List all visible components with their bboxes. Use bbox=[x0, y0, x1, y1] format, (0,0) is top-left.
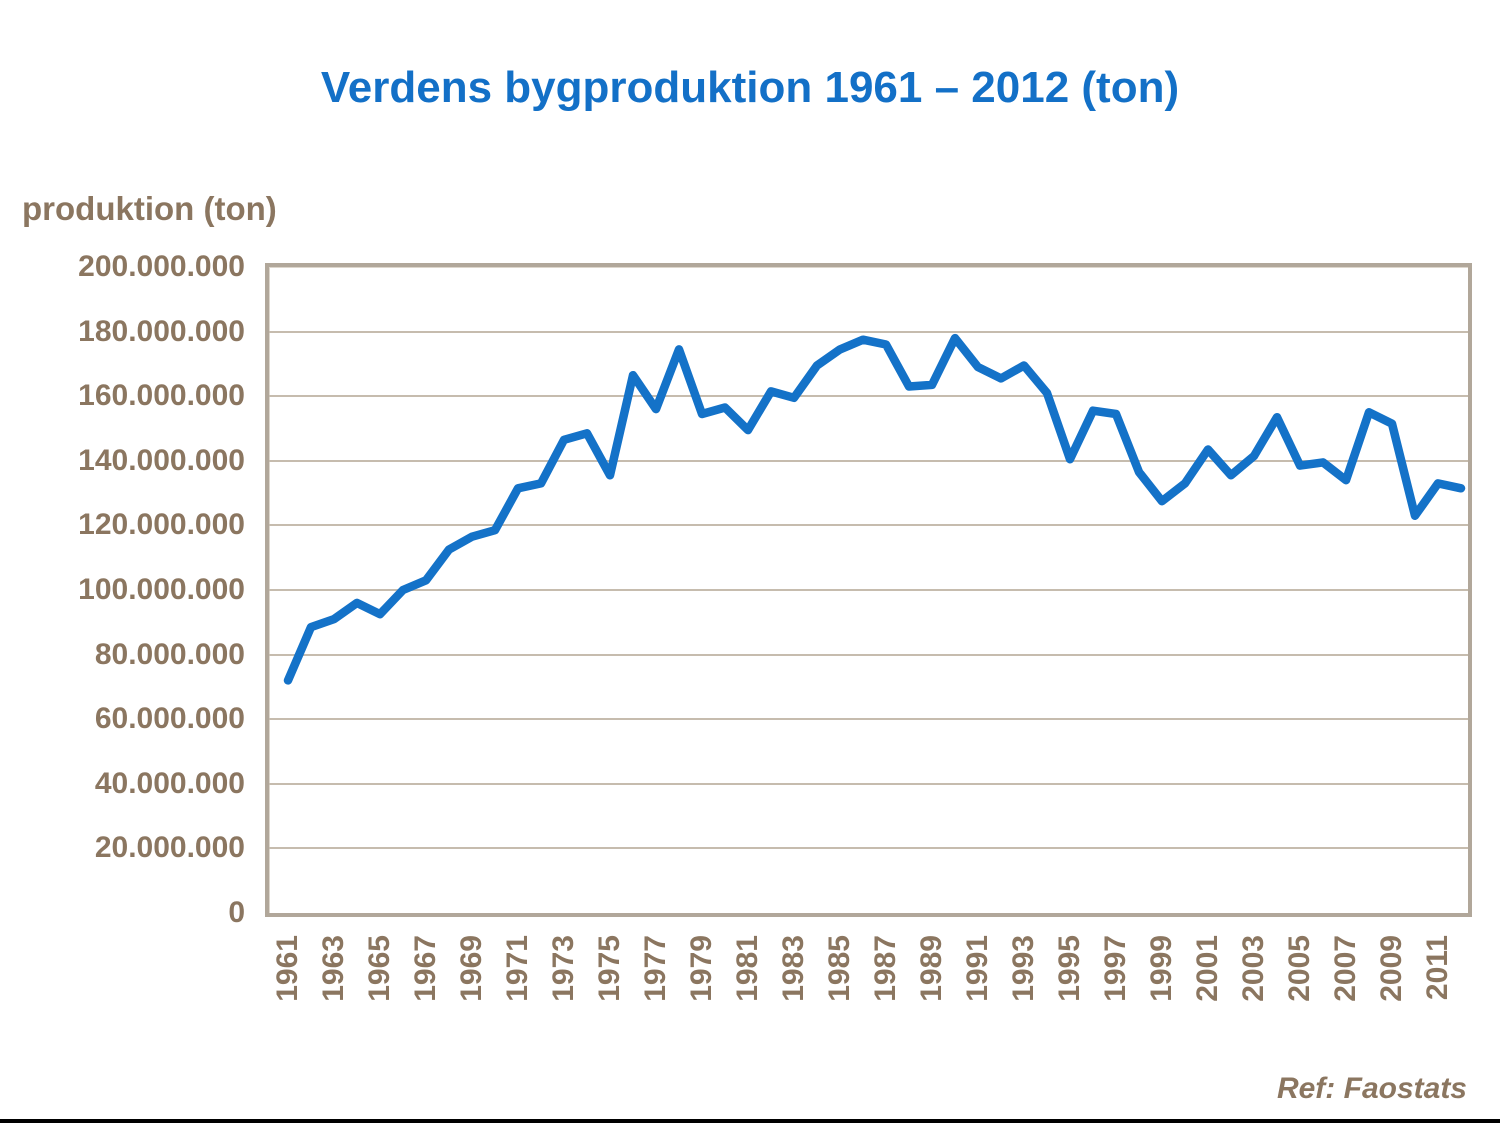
gridline bbox=[269, 395, 1468, 398]
x-tick-label: 1991 bbox=[961, 935, 994, 1002]
x-tick-label: 1961 bbox=[271, 935, 304, 1002]
x-tick-label: 1993 bbox=[1007, 935, 1040, 1002]
plot-area bbox=[265, 263, 1472, 917]
production-line-chart bbox=[283, 333, 1466, 685]
y-tick-label: 120.000.000 bbox=[78, 508, 245, 542]
source-reference: Ref: Faostats bbox=[1276, 1072, 1467, 1105]
gridline bbox=[269, 524, 1468, 527]
bottom-border-line bbox=[0, 1119, 1500, 1123]
y-tick-label: 20.000.000 bbox=[94, 831, 245, 865]
x-tick-label: 1995 bbox=[1053, 935, 1086, 1002]
x-tick-label: 1969 bbox=[455, 935, 488, 1002]
x-tick-label: 2007 bbox=[1329, 935, 1362, 1002]
y-tick-label: 140.000.000 bbox=[78, 443, 245, 477]
x-tick-label: 1999 bbox=[1145, 935, 1178, 1002]
y-tick-label: 80.000.000 bbox=[94, 637, 245, 671]
gridline bbox=[269, 782, 1468, 785]
x-tick-label: 2003 bbox=[1237, 935, 1270, 1002]
x-tick-label: 1989 bbox=[915, 935, 948, 1002]
x-tick-label: 1987 bbox=[869, 935, 902, 1002]
x-tick-label: 1979 bbox=[685, 935, 718, 1002]
y-tick-label: 160.000.000 bbox=[78, 379, 245, 413]
x-tick-label: 1997 bbox=[1099, 935, 1132, 1002]
x-tick-label: 2005 bbox=[1283, 935, 1316, 1002]
gridline bbox=[269, 330, 1468, 333]
x-tick-label: 1977 bbox=[639, 935, 672, 1002]
y-tick-label: 180.000.000 bbox=[78, 314, 245, 348]
y-tick-label: 60.000.000 bbox=[94, 702, 245, 736]
y-tick-label: 0 bbox=[228, 896, 245, 929]
chart-title: Verdens bygproduktion 1961 – 2012 (ton) bbox=[320, 63, 1180, 112]
production-series-line bbox=[283, 333, 1466, 685]
gridline bbox=[269, 459, 1468, 462]
x-tick-label: 2009 bbox=[1375, 935, 1408, 1002]
gridline bbox=[269, 589, 1468, 591]
y-tick-label: 40.000.000 bbox=[94, 766, 245, 800]
y-tick-label: 200.000.000 bbox=[78, 250, 245, 283]
x-tick-label: 1975 bbox=[593, 935, 626, 1002]
x-tick-label: 1963 bbox=[317, 935, 350, 1002]
x-tick-label: 2011 bbox=[1421, 935, 1454, 1001]
x-tick-label: 1967 bbox=[409, 935, 442, 1002]
y-axis-title: produktion (ton) bbox=[22, 190, 277, 227]
gridline bbox=[269, 653, 1468, 656]
y-tick-label: 100.000.000 bbox=[78, 573, 245, 606]
gridline bbox=[269, 847, 1468, 850]
x-tick-label: 1983 bbox=[777, 935, 810, 1002]
x-tick-label: 1971 bbox=[501, 935, 534, 1002]
x-tick-label: 1985 bbox=[823, 935, 856, 1002]
x-tick-label: 1965 bbox=[363, 935, 396, 1002]
x-tick-label: 2001 bbox=[1191, 935, 1224, 1002]
gridline bbox=[269, 718, 1468, 721]
x-tick-label: 1973 bbox=[547, 935, 580, 1002]
x-tick-label: 1981 bbox=[731, 935, 764, 1002]
